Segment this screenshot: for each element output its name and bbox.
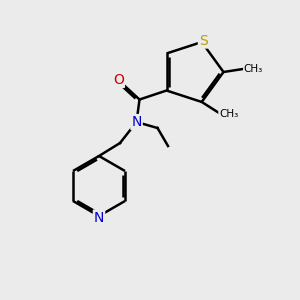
Text: CH₃: CH₃: [219, 109, 239, 119]
Text: N: N: [131, 115, 142, 129]
Text: N: N: [94, 211, 104, 224]
Text: CH₃: CH₃: [244, 64, 263, 74]
Text: O: O: [113, 73, 124, 87]
Text: S: S: [199, 34, 208, 47]
